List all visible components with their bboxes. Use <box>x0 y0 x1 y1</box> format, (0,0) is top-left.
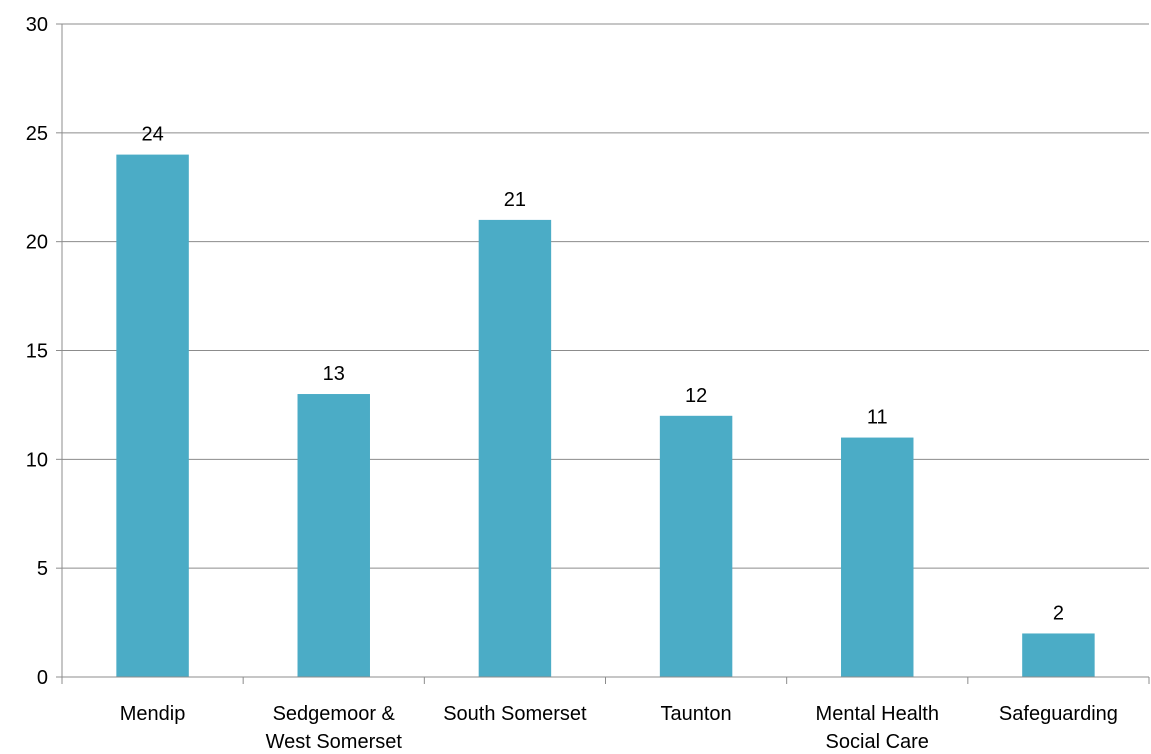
x-tick-label-line: Mental Health <box>816 703 939 725</box>
data-label: 12 <box>685 385 707 407</box>
y-tick-label: 5 <box>37 558 48 580</box>
axes <box>56 23 1150 684</box>
x-tick-label-line: Sedgemoor & <box>273 703 396 725</box>
data-label: 13 <box>323 363 345 385</box>
x-tick-label-line: South Somerset <box>443 703 587 725</box>
y-tick-label: 30 <box>26 14 48 36</box>
bar <box>478 219 552 677</box>
bar <box>659 415 733 677</box>
x-tick-label: South Somerset <box>443 703 587 725</box>
x-tick-label-line: West Somerset <box>266 731 403 753</box>
bars <box>116 154 1095 678</box>
y-tick-label: 15 <box>26 341 48 363</box>
y-tick-label: 0 <box>37 667 48 689</box>
x-tick-label: Taunton <box>660 703 731 725</box>
bar <box>297 394 370 677</box>
gridlines <box>62 23 1149 569</box>
x-tick-label-line: Safeguarding <box>999 703 1118 725</box>
y-tick-label: 20 <box>26 232 48 254</box>
x-tick-label: Safeguarding <box>999 703 1118 725</box>
bar <box>116 154 189 678</box>
x-tick-label: Sedgemoor & West Somerset <box>266 703 403 753</box>
x-tick-label-line: Mendip <box>120 703 186 725</box>
data-label: 24 <box>141 124 163 146</box>
data-label: 21 <box>504 189 526 211</box>
x-tick-label-line: Social Care <box>826 731 929 753</box>
x-tick-label-line: Taunton <box>660 703 731 725</box>
data-label: 2 <box>1053 602 1064 624</box>
data-label: 11 <box>867 407 888 429</box>
bar <box>1022 633 1095 677</box>
x-tick-label: Mental Health Social Care <box>816 703 939 753</box>
y-tick-label: 25 <box>26 123 48 145</box>
y-tick-label: 10 <box>26 449 48 471</box>
bar <box>841 437 914 677</box>
x-tick-label: Mendip <box>120 703 186 725</box>
